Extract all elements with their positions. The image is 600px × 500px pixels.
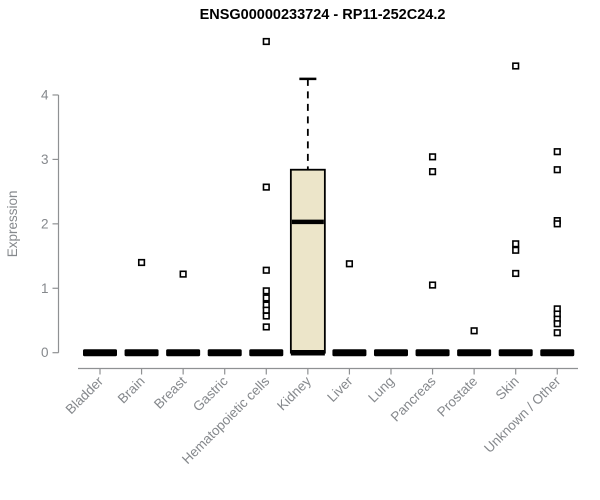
outlier-point	[345, 260, 354, 268]
outlier-point	[512, 246, 520, 254]
x-tick-label: Liver	[324, 373, 356, 405]
collapsed-box	[415, 349, 450, 357]
collapsed-box	[83, 349, 117, 357]
x-tick-label: Lung	[365, 374, 397, 406]
outlier-point	[553, 148, 561, 156]
outlier-point	[262, 183, 270, 191]
outlier-point	[428, 281, 437, 289]
collapsed-box	[166, 349, 201, 357]
collapsed-box	[332, 349, 367, 357]
outlier-point	[512, 269, 520, 278]
collapsed-box	[249, 349, 284, 357]
outlier-point	[512, 240, 520, 248]
x-tick-label: Kidney	[274, 373, 314, 413]
collapsed-box	[457, 349, 492, 357]
x-tick-label: Skin	[493, 374, 522, 403]
x-tick-label: Breast	[151, 373, 189, 411]
outlier-point	[262, 37, 270, 46]
y-tick-label: 3	[41, 152, 49, 167]
chart-title: ENSG00000233724 - RP11-252C24.2	[199, 7, 446, 23]
collapsed-box	[207, 349, 242, 357]
x-tick-label: Pancreas	[388, 373, 439, 424]
outlier-point	[262, 266, 270, 274]
y-tick-label: 2	[41, 216, 49, 231]
x-tick-label: Gastric	[190, 373, 231, 414]
outlier-point	[137, 258, 146, 267]
outlier-point	[553, 329, 561, 337]
outlier-point	[179, 270, 187, 278]
collapsed-box	[540, 349, 575, 357]
outlier-point	[262, 323, 270, 331]
outlier-point	[553, 166, 561, 174]
x-tick-label: Prostate	[434, 374, 480, 420]
outlier-point	[262, 306, 270, 314]
outlier-point	[262, 294, 270, 302]
y-axis-title: Expression	[5, 190, 20, 257]
outlier-point	[262, 287, 270, 295]
x-tick-label: Unknown / Other	[481, 373, 564, 456]
outlier-point	[428, 153, 437, 161]
outlier-point	[553, 220, 561, 228]
collapsed-box	[373, 349, 408, 357]
y-tick-label: 1	[41, 281, 49, 296]
x-tick-label: Brain	[115, 374, 148, 407]
outlier-point	[428, 168, 437, 176]
outlier-point	[553, 320, 561, 328]
y-tick-label: 0	[41, 345, 49, 360]
outlier-point	[262, 312, 270, 320]
outlier-point	[470, 327, 478, 335]
box-iqr	[289, 168, 326, 354]
collapsed-box	[124, 349, 159, 357]
y-tick-label: 4	[41, 87, 49, 102]
x-tick-label: Bladder	[63, 373, 107, 417]
collapsed-box	[498, 349, 533, 357]
outlier-point	[512, 62, 520, 70]
